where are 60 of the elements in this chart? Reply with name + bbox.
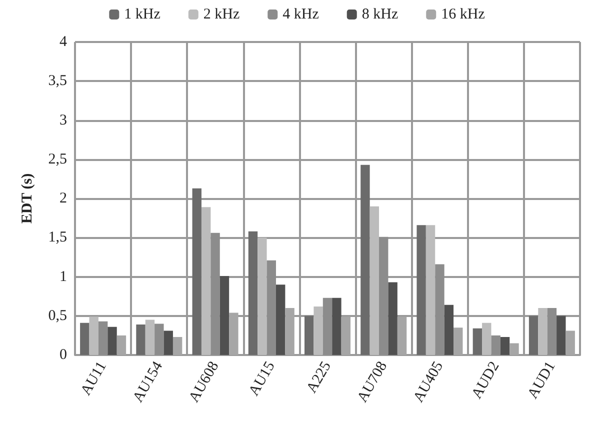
bar	[145, 320, 155, 355]
bar	[201, 207, 211, 355]
bar	[370, 206, 380, 355]
y-tick-label: 0	[60, 347, 67, 363]
bar	[210, 232, 220, 355]
bar	[435, 264, 444, 355]
bar	[248, 231, 258, 355]
bar	[172, 337, 182, 355]
legend-label: 8 kHz	[362, 6, 398, 22]
legend-label: 4 kHz	[282, 6, 320, 22]
bar	[416, 225, 426, 355]
bar	[164, 330, 173, 355]
bar	[454, 328, 463, 355]
bar	[491, 335, 500, 355]
bar	[304, 316, 314, 355]
bar	[426, 225, 436, 355]
y-tick-label: 2,5	[48, 151, 67, 168]
y-tick-label: 1,5	[48, 230, 67, 246]
y-tick-label: 1	[60, 268, 67, 285]
bar	[528, 316, 538, 355]
bar	[472, 328, 482, 355]
bar	[388, 282, 398, 355]
bar	[108, 326, 117, 355]
bar	[276, 284, 286, 355]
y-tick-label: 3	[60, 112, 67, 128]
y-tick-label: 0,5	[48, 308, 67, 324]
legend-label: 1 kHz	[124, 6, 161, 22]
bar	[360, 164, 370, 355]
bar	[332, 298, 342, 355]
bar	[154, 324, 164, 355]
bar	[566, 330, 575, 355]
y-tick-label: 4	[60, 34, 68, 50]
y-axis-title: EDT (s)	[20, 173, 36, 224]
bar	[98, 321, 108, 355]
legend-label: 2 kHz	[203, 6, 240, 22]
bar	[379, 236, 388, 355]
bar	[341, 316, 351, 355]
bar	[556, 316, 566, 355]
bar	[220, 276, 230, 355]
y-tick-label: 3,5	[48, 73, 67, 90]
bar	[285, 308, 294, 355]
bar	[229, 312, 238, 355]
bar	[500, 337, 510, 355]
bar	[258, 238, 267, 355]
legend-label: 16 kHz	[441, 6, 486, 22]
bar	[322, 298, 332, 355]
bar	[397, 316, 407, 355]
bar	[116, 335, 126, 355]
bar	[482, 322, 492, 355]
bar	[510, 343, 519, 355]
y-tick-label: 2	[60, 190, 67, 206]
bar	[547, 308, 557, 355]
bar	[80, 322, 90, 355]
bar	[538, 308, 548, 355]
bar	[192, 188, 202, 355]
bar	[89, 316, 98, 355]
bar	[444, 304, 454, 355]
bar	[136, 324, 146, 355]
bar	[314, 306, 323, 355]
bar	[266, 260, 276, 355]
